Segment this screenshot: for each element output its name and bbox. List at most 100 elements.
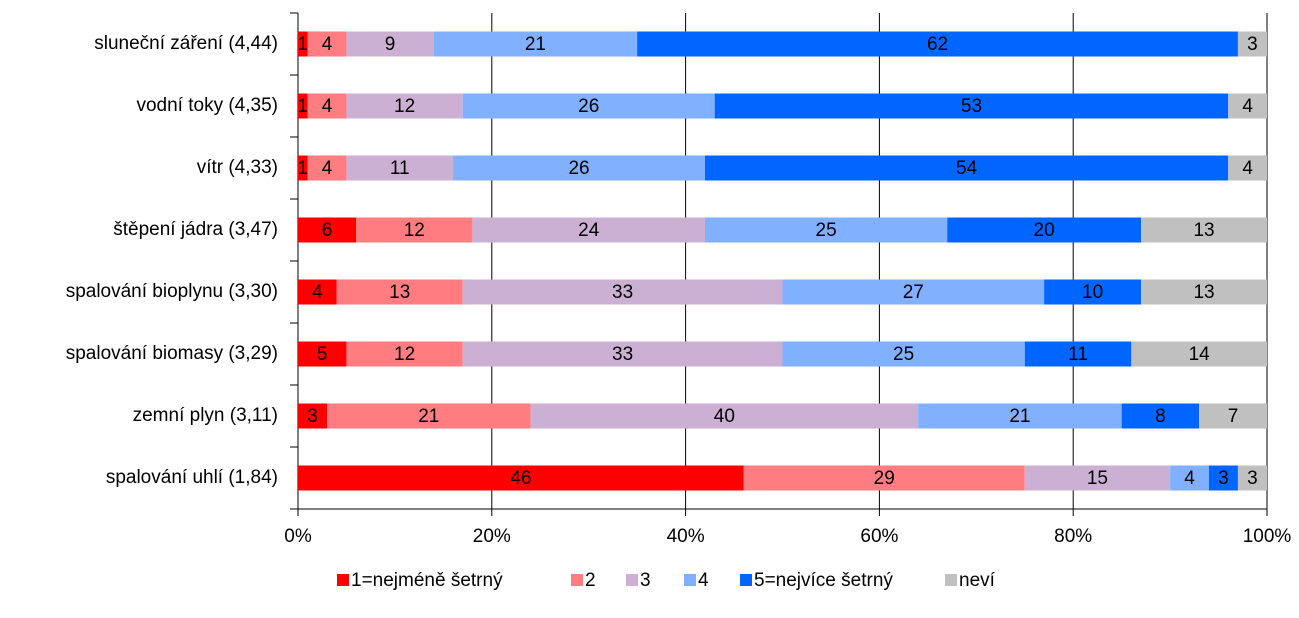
data-label: 54: [956, 158, 978, 179]
bar-segment: [472, 217, 705, 243]
bar-segment: [1170, 465, 1209, 491]
data-label: 15: [1087, 468, 1108, 489]
bar-segment: [462, 93, 715, 119]
bar-segment: [1141, 217, 1267, 243]
bar-segment: [1141, 279, 1267, 305]
legend-swatch: [945, 574, 957, 586]
bar-segment: [1121, 403, 1200, 429]
data-label: 4: [1242, 96, 1253, 117]
bar-segment: [782, 341, 1025, 367]
data-label: 40: [714, 406, 735, 427]
bar-segment: [918, 403, 1122, 429]
data-label: 29: [874, 468, 895, 489]
data-label: 12: [394, 96, 415, 117]
legend-label: 4: [698, 570, 709, 591]
y-tick-label: spalování biomasy (3,29): [66, 343, 278, 364]
bar-segment: [453, 155, 705, 181]
data-label: 6: [322, 220, 333, 241]
x-tick-label: 0%: [284, 526, 312, 547]
bar-segment: [947, 217, 1142, 243]
x-tick-label: 60%: [860, 526, 898, 547]
data-label: 21: [1009, 406, 1030, 427]
data-label: 10: [1082, 282, 1103, 303]
legend-swatch: [571, 574, 583, 586]
y-tick-label: štěpení jádra (3,47): [113, 219, 278, 240]
bar-segment: [1024, 341, 1132, 367]
data-label: 4: [322, 158, 333, 179]
data-label: 12: [394, 344, 415, 365]
data-label: 3: [1247, 468, 1258, 489]
x-tick-label: 40%: [667, 526, 705, 547]
data-label: 9: [385, 34, 396, 55]
bar-segment: [346, 341, 463, 367]
data-label: 24: [578, 220, 600, 241]
data-label: 4: [1184, 468, 1195, 489]
bar-segment: [346, 31, 434, 57]
bar-segment: [298, 31, 308, 57]
bar-segment: [336, 279, 463, 305]
y-tick-label: vítr (4,33): [197, 157, 278, 178]
bar-segment: [298, 341, 347, 367]
bar-segment: [298, 279, 337, 305]
bar-segment: [704, 217, 948, 243]
bar-segment: [1228, 155, 1267, 181]
data-label: 33: [612, 344, 633, 365]
y-tick-label: vodní toky (4,35): [136, 95, 278, 116]
data-label: 13: [1193, 282, 1214, 303]
data-label: 14: [1189, 344, 1211, 365]
bar-segment: [704, 155, 1229, 181]
data-label: 12: [404, 220, 425, 241]
data-label: 4: [1242, 158, 1253, 179]
bar-segment: [346, 155, 454, 181]
bar-segment: [1237, 31, 1267, 57]
data-label: 25: [893, 344, 914, 365]
bar-segment: [1228, 93, 1267, 119]
legend-swatch: [337, 574, 349, 586]
bar-segment: [1199, 403, 1267, 429]
y-tick-label: spalování uhlí (1,84): [106, 467, 278, 488]
bar-segment: [1237, 465, 1267, 491]
data-label: 53: [961, 96, 982, 117]
data-label: 46: [510, 468, 531, 489]
data-label: 1: [298, 34, 309, 55]
data-label: 25: [816, 220, 837, 241]
data-label: 20: [1034, 220, 1055, 241]
legend-label: 1=nejméně šetrný: [351, 570, 503, 591]
bar-segment: [782, 279, 1045, 305]
x-tick-label: 100%: [1243, 526, 1292, 547]
legend-swatch: [626, 574, 638, 586]
data-label: 27: [903, 282, 924, 303]
bar-segment: [346, 93, 463, 119]
data-label: 3: [1247, 34, 1258, 55]
legend-label: 2: [585, 570, 596, 591]
bar-segment: [637, 31, 1238, 57]
bar-segment: [714, 93, 1229, 119]
bar-segment: [298, 465, 744, 491]
data-label: 4: [322, 96, 333, 117]
y-tick-label: zemní plyn (3,11): [133, 405, 278, 426]
data-label: 26: [568, 158, 589, 179]
legend-label: 5=nejvíce šetrný: [754, 570, 893, 591]
bar-segment: [307, 93, 347, 119]
data-label: 21: [525, 34, 546, 55]
bar-segment: [307, 31, 347, 57]
bar-segment: [327, 403, 531, 429]
data-label: 13: [389, 282, 410, 303]
y-tick-label: sluneční záření (4,44): [94, 33, 278, 54]
x-tick-label: 80%: [1054, 526, 1092, 547]
data-label: 26: [578, 96, 599, 117]
legend-label: 3: [640, 570, 651, 591]
bar-segment: [462, 341, 783, 367]
bar-segment: [298, 403, 328, 429]
data-label: 21: [418, 406, 439, 427]
data-label: 4: [322, 34, 333, 55]
data-label: 5: [317, 344, 328, 365]
bar-segment: [356, 217, 473, 243]
data-label: 3: [307, 406, 318, 427]
bar-segment: [1044, 279, 1142, 305]
data-label: 11: [1068, 344, 1088, 365]
data-label: 8: [1155, 406, 1166, 427]
bar-segment: [1024, 465, 1171, 491]
legend-swatch: [684, 574, 696, 586]
